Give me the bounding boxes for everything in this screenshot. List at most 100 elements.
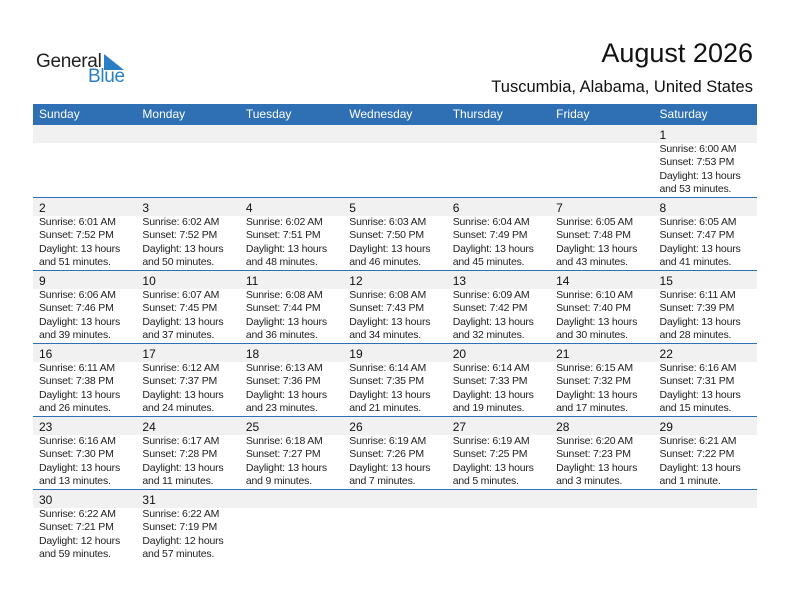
daylight-minutes-text: and 57 minutes. [142, 548, 215, 561]
daylight-text: Daylight: 13 hours [245, 242, 327, 255]
daylight-minutes-text: and 19 minutes. [452, 402, 525, 415]
daylight-minutes-text: and 46 minutes. [349, 256, 421, 269]
daylight-text: Daylight: 12 hours [142, 534, 224, 547]
sunrise-text: Sunrise: 6:15 AM [556, 362, 633, 374]
sunset-text: Sunset: 7:21 PM [39, 521, 114, 534]
sunrise-text: Sunrise: 6:09 AM [452, 289, 530, 301]
daylight-minutes-text: and 21 minutes. [349, 402, 421, 415]
day-number: 7 [556, 201, 563, 215]
sunset-text: Sunset: 7:26 PM [349, 448, 424, 461]
day-number: 17 [142, 347, 156, 361]
day-number: 15 [659, 274, 673, 288]
daylight-minutes-text: and 11 minutes. [142, 475, 214, 488]
daylight-minutes-text: and 37 minutes. [142, 329, 215, 342]
daylight-minutes-text: and 24 minutes. [142, 402, 215, 415]
empty-day-cell [550, 125, 653, 197]
daylight-minutes-text: and 26 minutes. [39, 402, 111, 415]
sunrise-text: Sunrise: 6:22 AM [39, 508, 116, 520]
daylight-text: Daylight: 13 hours [39, 315, 121, 328]
calendar-grid: Sunday Monday Tuesday Wednesday Thursday Frid… [33, 104, 757, 563]
sunrise-text: Sunrise: 6:00 AM [659, 143, 737, 155]
daylight-minutes-text: and 17 minutes. [556, 402, 628, 415]
empty-day-cell [654, 490, 757, 563]
empty-day-cell [136, 125, 239, 197]
sunset-text: Sunset: 7:39 PM [659, 302, 735, 315]
day-cell: 18 Sunrise: 6:13 AM Sunset: 7:36 PM Dayligh… [240, 344, 343, 416]
empty-day-cell [240, 125, 343, 197]
day-number: 16 [39, 347, 53, 361]
sunrise-text: Sunrise: 6:08 AM [245, 289, 323, 301]
day-number: 18 [245, 347, 260, 361]
logo-text-general: General [36, 51, 102, 72]
sunset-text: Sunset: 7:23 PM [556, 448, 631, 461]
daylight-text: Daylight: 13 hours [452, 315, 534, 328]
sunset-text: Sunset: 7:31 PM [659, 375, 735, 388]
sunrise-text: Sunrise: 6:06 AM [39, 289, 116, 301]
daylight-text: Daylight: 13 hours [556, 388, 638, 401]
day-cell: 14 Sunrise: 6:10 AM Sunset: 7:40 PM Dayligh… [550, 271, 653, 343]
weekday-header-thursday: Thursday [452, 107, 503, 121]
sunset-text: Sunset: 7:25 PM [452, 448, 528, 461]
day-number: 6 [452, 201, 460, 215]
day-number: 23 [39, 420, 53, 434]
daylight-minutes-text: and 39 minutes. [39, 329, 111, 342]
daylight-minutes-text: and 41 minutes. [659, 256, 732, 269]
day-cell: 6 Sunrise: 6:04 AM Sunset: 7:49 PM Daylight… [447, 198, 550, 270]
empty-day-cell [447, 490, 550, 563]
empty-day-cell [343, 490, 446, 563]
sunrise-text: Sunrise: 6:14 AM [452, 362, 530, 374]
day-cell: 7 Sunrise: 6:05 AM Sunset: 7:48 PM Daylight… [550, 198, 653, 270]
sunset-text: Sunset: 7:38 PM [39, 375, 114, 388]
day-number: 5 [349, 201, 356, 215]
daylight-minutes-text: and 32 minutes. [452, 329, 525, 342]
day-number: 27 [452, 420, 467, 434]
day-number: 24 [142, 420, 156, 434]
sunset-text: Sunset: 7:52 PM [142, 229, 218, 242]
weekday-header-tuesday: Tuesday [245, 107, 292, 121]
sunset-text: Sunset: 7:51 PM [245, 229, 321, 242]
page-title: August 2026 [601, 38, 753, 68]
daylight-text: Daylight: 13 hours [452, 242, 534, 255]
daylight-text: Daylight: 13 hours [39, 242, 121, 255]
sunset-text: Sunset: 7:49 PM [452, 229, 528, 242]
sunrise-text: Sunrise: 6:02 AM [245, 216, 323, 228]
day-number: 26 [349, 420, 363, 434]
day-number: 25 [245, 420, 260, 434]
day-cell: 4 Sunrise: 6:02 AM Sunset: 7:51 PM Daylight… [240, 198, 343, 270]
daylight-minutes-text: and 48 minutes. [245, 256, 318, 269]
daylight-minutes-text: and 3 minutes. [556, 475, 623, 488]
daylight-minutes-text: and 23 minutes. [245, 402, 318, 415]
day-cell: 29 Sunrise: 6:21 AM Sunset: 7:22 PM Dayligh… [654, 417, 757, 489]
daylight-text: Daylight: 13 hours [556, 242, 638, 255]
week-row: 9 Sunrise: 6:06 AM Sunset: 7:46 PM Daylight… [33, 271, 757, 344]
weekday-header-friday: Friday [556, 107, 590, 121]
empty-day-cell [550, 490, 653, 563]
daylight-text: Daylight: 13 hours [452, 461, 534, 474]
sunset-text: Sunset: 7:19 PM [142, 521, 218, 534]
sunset-text: Sunset: 7:37 PM [142, 375, 218, 388]
weekday-header-row: Sunday Monday Tuesday Wednesday Thursday Frid… [33, 104, 757, 125]
sunrise-text: Sunrise: 6:16 AM [39, 435, 116, 447]
sunrise-text: Sunrise: 6:19 AM [452, 435, 530, 447]
day-cell: 19 Sunrise: 6:14 AM Sunset: 7:35 PM Dayligh… [343, 344, 446, 416]
daylight-text: Daylight: 13 hours [142, 242, 224, 255]
daylight-text: Daylight: 13 hours [39, 388, 121, 401]
day-number: 11 [245, 274, 259, 288]
daylight-minutes-text: and 59 minutes. [39, 548, 111, 561]
day-number: 4 [245, 201, 253, 215]
day-cell: 26 Sunrise: 6:19 AM Sunset: 7:26 PM Dayligh… [343, 417, 446, 489]
daylight-minutes-text: and 15 minutes. [659, 402, 732, 415]
day-cell: 2 Sunrise: 6:01 AM Sunset: 7:52 PM Daylight… [33, 198, 136, 270]
day-number: 13 [452, 274, 467, 288]
day-cell: 27 Sunrise: 6:19 AM Sunset: 7:25 PM Dayligh… [447, 417, 550, 489]
location-subtitle: Tuscumbia, Alabama, United States [491, 78, 753, 96]
day-cell: 8 Sunrise: 6:05 AM Sunset: 7:47 PM Daylight… [654, 198, 757, 270]
day-number: 14 [556, 274, 570, 288]
week-row: 16 Sunrise: 6:11 AM Sunset: 7:38 PM Dayligh… [33, 344, 757, 417]
day-cell: 24 Sunrise: 6:17 AM Sunset: 7:28 PM Dayligh… [136, 417, 239, 489]
day-cell: 5 Sunrise: 6:03 AM Sunset: 7:50 PM Daylight… [343, 198, 446, 270]
sunset-text: Sunset: 7:27 PM [245, 448, 321, 461]
daylight-text: Daylight: 13 hours [659, 315, 741, 328]
day-number: 19 [349, 347, 363, 361]
daylight-text: Daylight: 13 hours [659, 242, 741, 255]
